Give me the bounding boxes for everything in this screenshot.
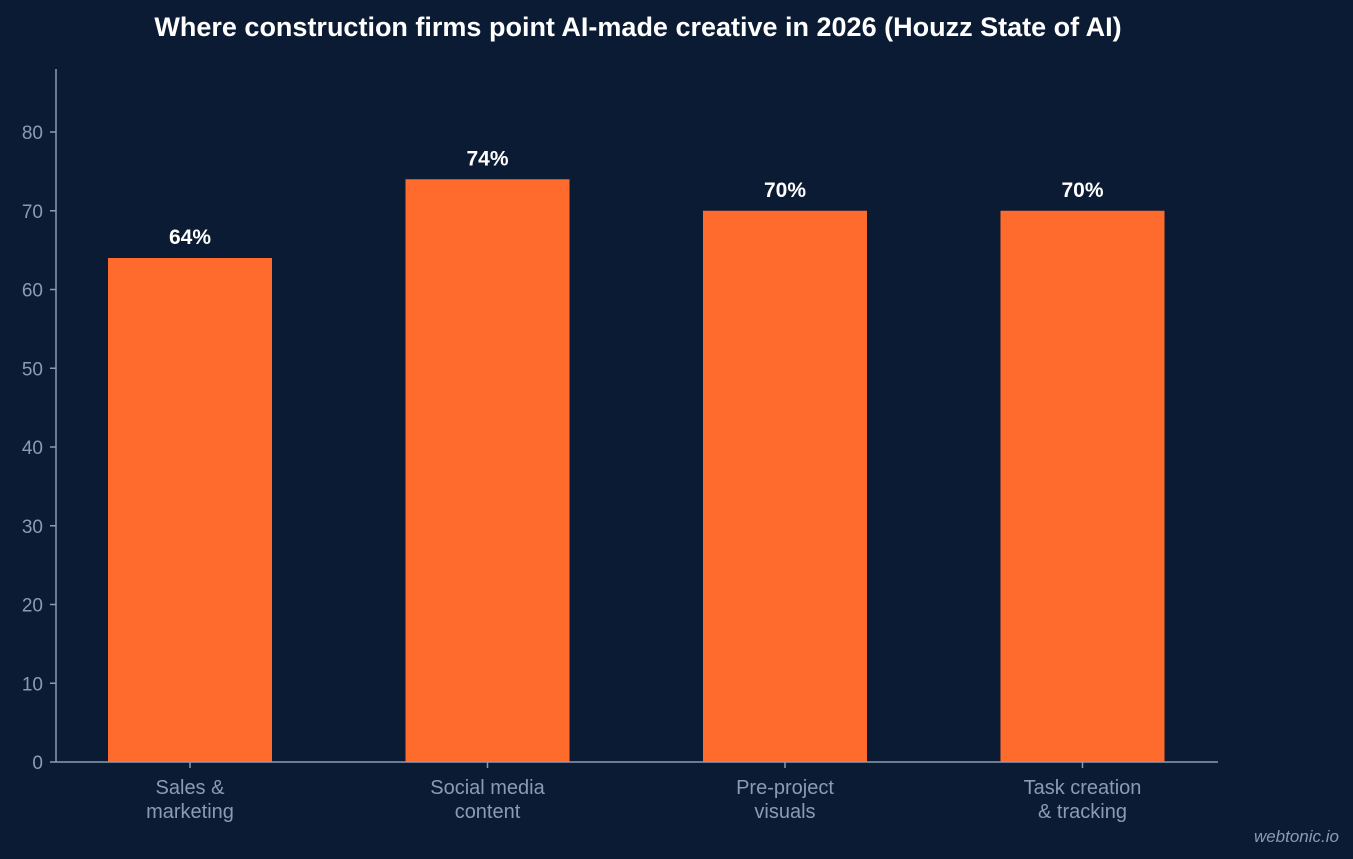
y-tick-label: 10 (22, 674, 43, 695)
x-tick-label: content (455, 801, 521, 823)
bar-value-label: 70% (1061, 179, 1103, 202)
x-tick-label: Sales & (156, 777, 226, 799)
chart-title: Where construction firms point AI-made c… (154, 12, 1122, 42)
bar (1000, 210, 1165, 762)
bars (108, 179, 1165, 762)
y-tick-label: 40 (22, 438, 43, 459)
bar-value-label: 70% (764, 179, 806, 202)
y-axis-ticks: 0 10 20 30 40 50 60 70 80 (22, 123, 56, 774)
x-tick-label: visuals (754, 801, 815, 823)
bar-value-label: 74% (466, 147, 508, 170)
y-tick-label: 80 (22, 123, 43, 144)
x-tick-label: marketing (146, 801, 234, 823)
y-tick-label: 60 (22, 281, 43, 302)
y-tick-label: 20 (22, 596, 43, 617)
x-tick-label: Pre-project (736, 777, 834, 799)
y-tick-label: 0 (32, 753, 43, 774)
y-tick-label: 70 (22, 202, 43, 223)
bar (405, 179, 570, 762)
watermark: webtonic.io (1253, 827, 1339, 846)
bar (703, 210, 867, 762)
x-tick-label: Social media (430, 777, 545, 799)
bar-value-label: 64% (169, 226, 211, 249)
x-tick-label: Task creation (1024, 777, 1142, 799)
bar (108, 258, 272, 762)
y-tick-label: 50 (22, 359, 43, 380)
value-labels: 64% 74% 70% 70% (169, 147, 1104, 249)
y-tick-label: 30 (22, 517, 43, 538)
x-tick-label: & tracking (1038, 801, 1127, 823)
